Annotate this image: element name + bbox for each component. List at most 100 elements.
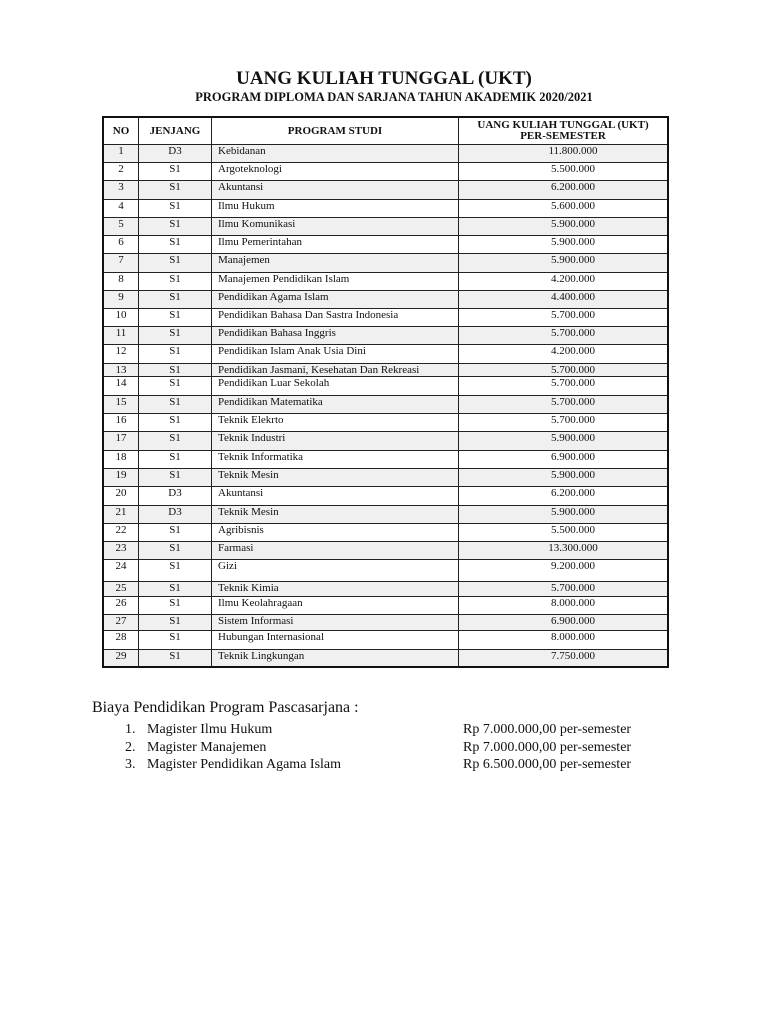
cell-jenjang: S1: [138, 630, 212, 650]
cell-no: 14: [102, 376, 139, 396]
cell-ukt: 9.200.000: [458, 559, 669, 582]
item-name: Magister Pendidikan Agama Islam: [147, 757, 342, 772]
cell-program-studi: Pendidikan Matematika: [211, 395, 459, 414]
pascasarjana-list: 1. Magister Ilmu Hukum Rp 7.000.000,00 per…: [125, 722, 645, 775]
page-subtitle: PROGRAM DIPLOMA DAN SARJANA TAHUN AKADEM…: [195, 90, 593, 104]
cell-jenjang: S1: [138, 376, 212, 396]
cell-no: 9: [102, 290, 139, 309]
table-row: 7 S1 Manajemen 5.900.000: [102, 253, 669, 273]
cell-no: 16: [102, 413, 139, 432]
cell-no: 6: [102, 235, 139, 254]
cell-no: 29: [102, 649, 139, 667]
cell-ukt: 5.500.000: [458, 162, 669, 181]
item-price: Rp 7.000.000,00 per-semester: [463, 739, 632, 755]
cell-ukt: 5.600.000: [458, 199, 669, 218]
cell-jenjang: D3: [138, 505, 212, 524]
list-item: 1. Magister Ilmu Hukum Rp 7.000.000,00 per…: [125, 722, 645, 740]
cell-program-studi: Teknik Kimia: [211, 581, 459, 597]
cell-no: 13: [102, 363, 139, 377]
table-row: 9 S1 Pendidikan Agama Islam 4.400.000: [102, 290, 669, 309]
cell-no: 18: [102, 450, 139, 469]
table-row: 29 S1 Teknik Lingkungan 7.750.000: [102, 649, 669, 667]
item-name: Magister Manajemen: [147, 739, 267, 755]
table-row: 1 D3 Kebidanan 11.800.000: [102, 144, 669, 163]
cell-program-studi: Farmasi: [211, 541, 459, 560]
table-row: 20 D3 Akuntansi 6.200.000: [102, 486, 669, 506]
table-row: 21 D3 Teknik Mesin 5.900.000: [102, 505, 669, 524]
cell-no: 24: [102, 559, 139, 582]
table-row: 18 S1 Teknik Informatika 6.900.000: [102, 450, 669, 469]
table-row: 28 S1 Hubungan Internasional 8.000.000: [102, 630, 669, 650]
cell-no: 26: [102, 596, 139, 615]
cell-ukt: 4.200.000: [458, 272, 669, 291]
cell-ukt: 6.900.000: [458, 450, 669, 469]
cell-program-studi: Akuntansi: [211, 486, 459, 506]
col-program-studi: PROGRAM STUDI: [211, 116, 459, 145]
table-row: 24 S1 Gizi 9.200.000: [102, 559, 669, 582]
cell-program-studi: Ilmu Hukum: [211, 199, 459, 218]
cell-no: 25: [102, 581, 139, 597]
cell-jenjang: S1: [138, 308, 212, 327]
cell-jenjang: S1: [138, 541, 212, 560]
cell-jenjang: S1: [138, 395, 212, 414]
cell-jenjang: S1: [138, 235, 212, 254]
cell-program-studi: Akuntansi: [211, 180, 459, 200]
cell-no: 2: [102, 162, 139, 181]
cell-program-studi: Teknik Lingkungan: [211, 649, 459, 667]
table-row: 16 S1 Teknik Elekrto 5.700.000: [102, 413, 669, 432]
cell-ukt: 5.700.000: [458, 581, 669, 597]
cell-program-studi: Pendidikan Luar Sekolah: [211, 376, 459, 396]
table-row: 23 S1 Farmasi 13.300.000: [102, 541, 669, 560]
list-item: 3. Magister Pendidikan Agama Islam Rp 6.50…: [125, 757, 645, 775]
cell-no: 7: [102, 253, 139, 273]
col-jenjang: JENJANG: [138, 116, 212, 145]
cell-no: 28: [102, 630, 139, 650]
table-row: 25 S1 Teknik Kimia 5.700.000: [102, 581, 669, 597]
cell-jenjang: S1: [138, 559, 212, 582]
cell-ukt: 5.700.000: [458, 308, 669, 327]
table-row: 3 S1 Akuntansi 6.200.000: [102, 180, 669, 200]
cell-no: 10: [102, 308, 139, 327]
cell-jenjang: S1: [138, 363, 212, 377]
table-row: 6 S1 Ilmu Pemerintahan 5.900.000: [102, 235, 669, 254]
col-ukt-line2: PER-SEMESTER: [520, 130, 606, 142]
table-row: 10 S1 Pendidikan Bahasa Dan Sastra Indones…: [102, 308, 669, 327]
cell-no: 8: [102, 272, 139, 291]
cell-program-studi: Agribisnis: [211, 523, 459, 542]
cell-no: 17: [102, 431, 139, 451]
cell-ukt: 6.200.000: [458, 486, 669, 506]
cell-jenjang: D3: [138, 144, 212, 163]
page-title: UANG KULIAH TUNGGAL (UKT): [236, 68, 532, 89]
cell-jenjang: S1: [138, 596, 212, 615]
cell-jenjang: S1: [138, 180, 212, 200]
table-row: 5 S1 Ilmu Komunikasi 5.900.000: [102, 217, 669, 236]
cell-no: 23: [102, 541, 139, 560]
cell-no: 5: [102, 217, 139, 236]
cell-program-studi: Sistem Informasi: [211, 614, 459, 631]
cell-program-studi: Ilmu Komunikasi: [211, 217, 459, 236]
cell-program-studi: Argoteknologi: [211, 162, 459, 181]
cell-no: 1: [102, 144, 139, 163]
cell-ukt: 5.900.000: [458, 431, 669, 451]
table-row: 19 S1 Teknik Mesin 5.900.000: [102, 468, 669, 487]
col-ukt: UANG KULIAH TUNGGAL (UKT) PER-SEMESTER: [458, 116, 669, 145]
list-item: 2. Magister Manajemen Rp 7.000.000,00 per-…: [125, 740, 645, 758]
cell-jenjang: S1: [138, 344, 212, 364]
cell-program-studi: Teknik Mesin: [211, 505, 459, 524]
cell-program-studi: Teknik Informatika: [211, 450, 459, 469]
cell-no: 20: [102, 486, 139, 506]
cell-ukt: 5.700.000: [458, 413, 669, 432]
cell-program-studi: Manajemen Pendidikan Islam: [211, 272, 459, 291]
cell-program-studi: Teknik Elekrto: [211, 413, 459, 432]
cell-ukt: 5.500.000: [458, 523, 669, 542]
cell-ukt: 5.700.000: [458, 395, 669, 414]
cell-jenjang: S1: [138, 431, 212, 451]
cell-no: 11: [102, 326, 139, 345]
cell-ukt: 4.400.000: [458, 290, 669, 309]
cell-ukt: 5.700.000: [458, 376, 669, 396]
table-row: 4 S1 Ilmu Hukum 5.600.000: [102, 199, 669, 218]
table-row: 26 S1 Ilmu Keolahragaan 8.000.000: [102, 596, 669, 615]
cell-program-studi: Pendidikan Islam Anak Usia Dini: [211, 344, 459, 364]
cell-ukt: 7.750.000: [458, 649, 669, 667]
cell-jenjang: S1: [138, 199, 212, 218]
